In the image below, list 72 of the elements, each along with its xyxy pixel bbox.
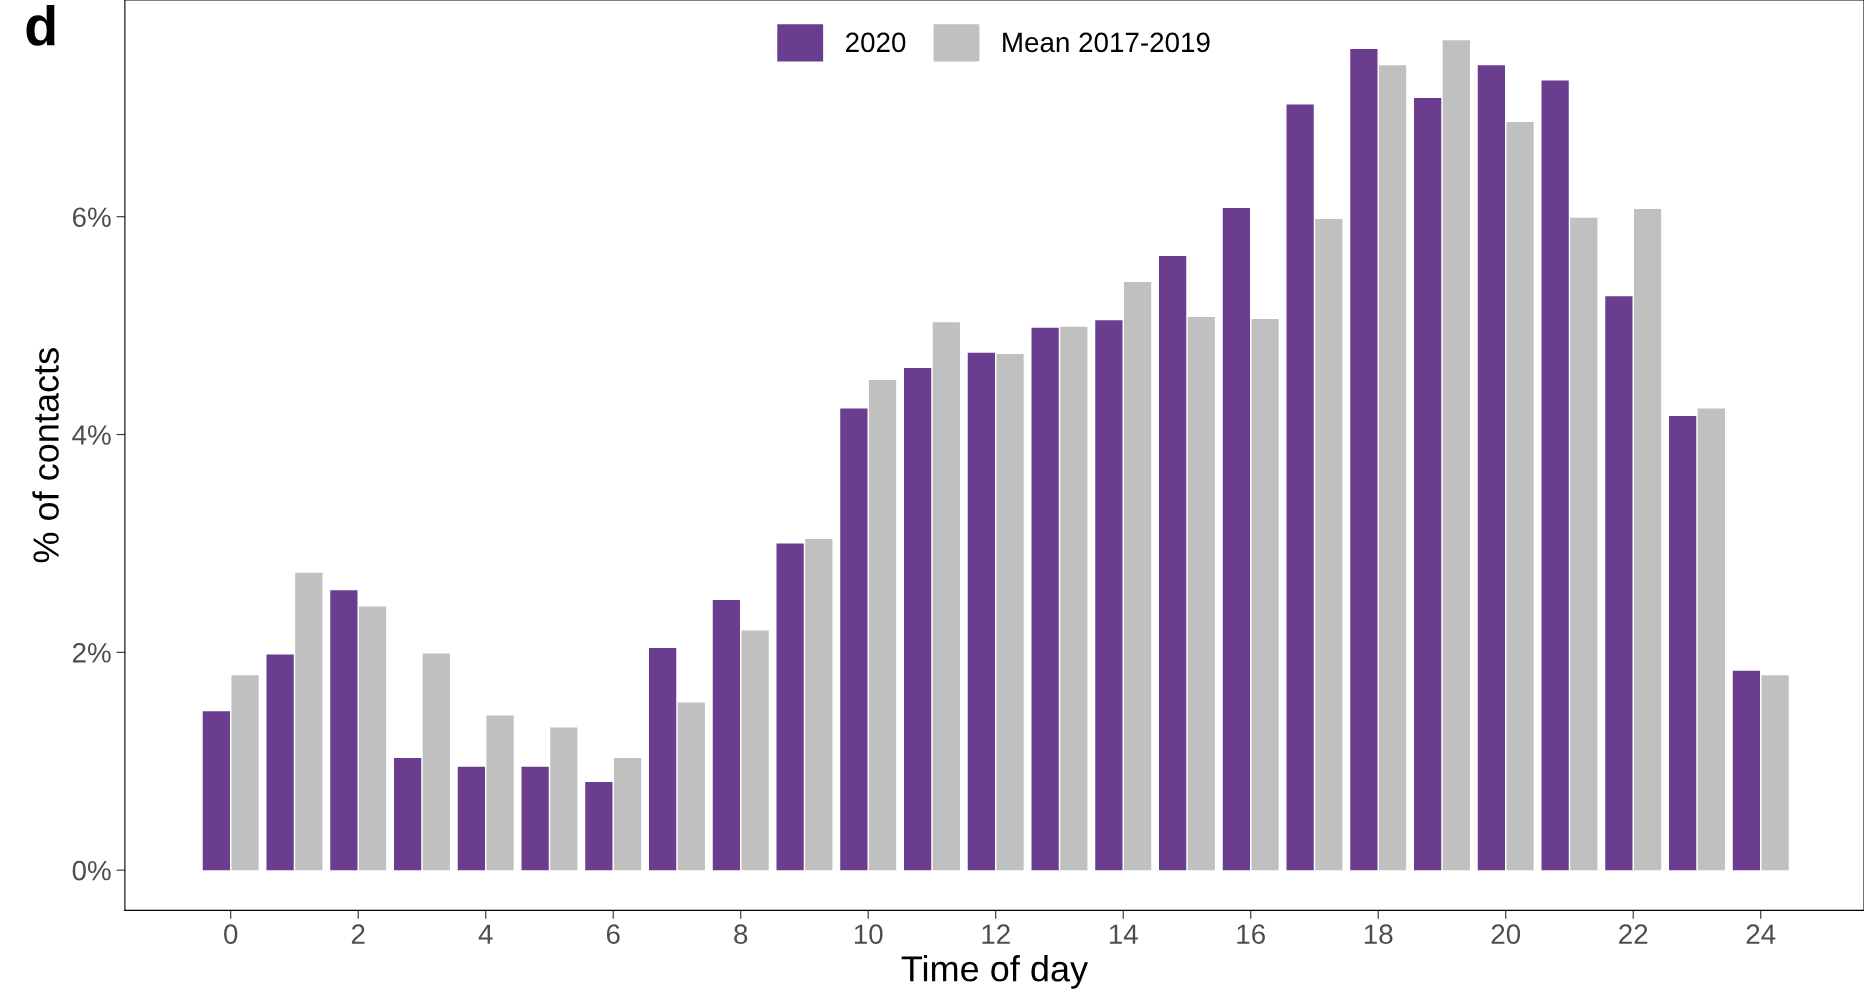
bar — [1669, 416, 1697, 871]
x-tick-label: 14 — [1109, 924, 1138, 944]
bar — [1414, 98, 1442, 871]
bar — [1541, 80, 1569, 871]
bar — [330, 590, 358, 871]
x-tick-label: 2 — [351, 924, 365, 944]
y-tick-label: 6% — [72, 207, 111, 228]
bar — [1222, 208, 1250, 871]
y-tick-label: 2% — [72, 642, 111, 663]
bar — [1060, 326, 1088, 871]
bar — [649, 647, 677, 871]
bar — [1442, 40, 1470, 871]
bar — [1378, 65, 1407, 871]
bar — [776, 543, 804, 871]
bar — [358, 606, 387, 871]
bar — [422, 653, 450, 871]
bar — [741, 630, 769, 871]
bar — [1251, 319, 1279, 871]
x-tick-label: 24 — [1746, 924, 1776, 944]
bar — [932, 322, 960, 871]
bar — [1605, 296, 1633, 871]
bar — [1095, 320, 1123, 871]
bar — [1159, 255, 1187, 871]
bar — [295, 572, 323, 871]
bar — [996, 353, 1024, 871]
bar — [1315, 218, 1343, 871]
bar — [967, 352, 995, 871]
text: d — [26, 4, 55, 46]
bar — [1286, 104, 1314, 871]
bar — [550, 727, 578, 871]
x-tick-label: 18 — [1364, 924, 1393, 945]
bar — [585, 781, 613, 871]
bar — [904, 368, 932, 871]
bar — [521, 766, 549, 871]
x-axis-title: Time of day — [901, 955, 1089, 989]
bar — [1123, 282, 1152, 871]
bar — [805, 539, 833, 871]
bar — [1570, 217, 1598, 871]
x-tick-label: 22 — [1619, 924, 1648, 944]
y-axis-title: % of contacts — [32, 348, 59, 563]
bar — [613, 757, 642, 871]
y-tick-label: 0% — [72, 860, 111, 881]
bar — [712, 600, 740, 871]
x-tick-label: 6 — [606, 924, 620, 945]
bar — [1477, 65, 1506, 871]
legend-label: 2020 — [846, 32, 906, 53]
bar — [1350, 49, 1378, 871]
bar — [1031, 327, 1059, 871]
bar — [486, 715, 514, 871]
bar — [1761, 675, 1789, 871]
bar — [1697, 408, 1725, 871]
x-tick-label: 20 — [1491, 924, 1521, 945]
bar — [1732, 670, 1761, 871]
x-tick-label: 10 — [854, 924, 883, 945]
bar — [266, 654, 294, 871]
y-tick-label: 4% — [72, 425, 111, 445]
x-tick-label: 8 — [734, 924, 748, 945]
bar — [1187, 316, 1215, 871]
bar — [868, 380, 897, 871]
bar — [1506, 121, 1534, 871]
bar — [393, 757, 422, 871]
legend-label: Mean 2017-2019 — [1003, 32, 1210, 53]
x-tick-label: 4 — [478, 924, 493, 944]
x-tick-label: 16 — [1237, 924, 1265, 945]
bar — [677, 702, 705, 871]
x-tick-label: 12 — [982, 924, 1010, 944]
bar — [1633, 209, 1662, 871]
bar — [457, 766, 485, 871]
bar — [231, 675, 259, 871]
bar — [840, 408, 868, 871]
x-tick-label: 0 — [224, 924, 238, 945]
bar — [202, 711, 230, 871]
